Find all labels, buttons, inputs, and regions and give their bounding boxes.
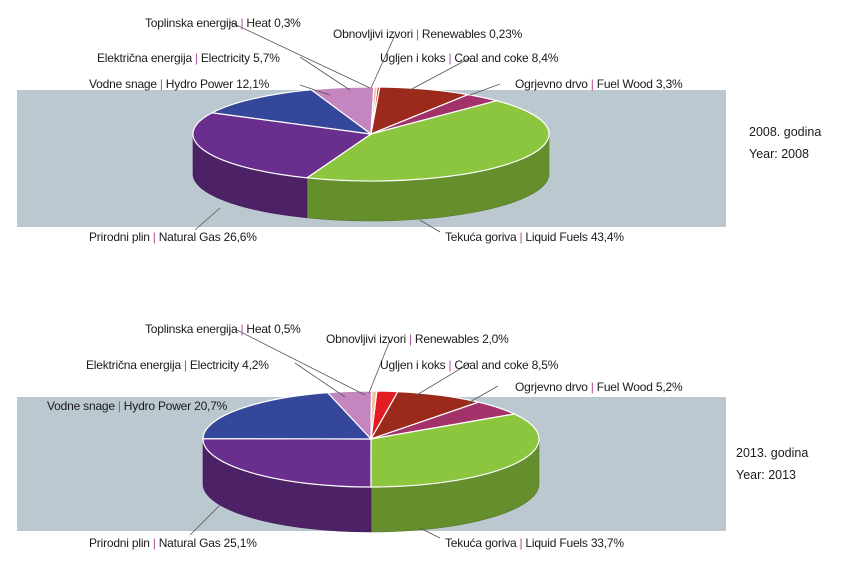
leader-line (368, 339, 391, 394)
pie-slice-heat (370, 86, 378, 135)
leader-line (234, 328, 366, 396)
pie-slice-heat (370, 390, 378, 440)
leader-lines (189, 328, 499, 539)
chart-2013: Toplinska energija | Heat 0,5% Obnovljivi … (0, 283, 842, 566)
leader-line (189, 504, 221, 536)
pie-slice-hydro-power (210, 89, 372, 135)
year-label-hr: 2008. godina (749, 125, 822, 139)
label-renewables: Obnovljivi izvori | Renewables 2,0% (326, 332, 509, 346)
label-heat: Toplinska energija | Heat 0,5% (145, 322, 301, 336)
pie-slice-natural-gas (202, 438, 372, 488)
label-natural-gas: Prirodni plin | Natural Gas 25,1% (89, 536, 257, 550)
label-fuelwood: Ogrjevno drvo | Fuel Wood 5,2% (515, 380, 683, 394)
leader-line (467, 385, 499, 404)
pie-slice-hydro-power (202, 392, 373, 440)
label-coal: Ugljen i koks | Coal and coke 8,5% (380, 358, 559, 372)
pie-slice-liquid-fuels (305, 100, 550, 182)
leader-line (414, 362, 471, 397)
pie-slice-coal-and-coke (369, 391, 481, 441)
label-electricity: Električna energija | Electricity 5,7% (97, 51, 280, 65)
label-liquid-fuels: Tekuća goriva | Liquid Fuels 33,7% (445, 536, 624, 550)
leader-line (299, 84, 331, 96)
leader-line (299, 56, 351, 91)
leader-line (229, 21, 371, 89)
label-natural-gas: Prirodni plin | Natural Gas 26,6% (89, 230, 257, 244)
year-label-2013: 2013. godina Year: 2013 (736, 442, 808, 486)
pie-top (192, 86, 550, 182)
pie-slice-natural-gas (192, 112, 373, 179)
leader-line (294, 362, 346, 398)
leader-line (409, 57, 471, 91)
label-fuelwood: Ogrjevno drvo | Fuel Wood 3,3% (515, 77, 683, 91)
leader-line (370, 34, 396, 89)
label-hydro: Vodne snage | Hydro Power 20,7% (47, 399, 228, 413)
year-label-en: Year: 2008 (749, 147, 810, 161)
leader-line (194, 207, 221, 231)
leader-line (419, 219, 441, 233)
year-label-en: Year: 2013 (736, 468, 797, 482)
label-liquid-fuels: Tekuća goriva | Liquid Fuels 43,4% (445, 230, 624, 244)
pie-slice-liquid-fuels (370, 413, 540, 488)
leader-lines (194, 21, 501, 233)
pie-chart-2013 (189, 328, 540, 539)
pie-top (202, 390, 540, 488)
label-electricity: Električna energija | Electricity 4,2% (86, 358, 269, 372)
chart-2008: Toplinska energija | Heat 0,3% Obnovljivi … (17, 16, 821, 244)
pie-chart-2008 (192, 21, 550, 233)
label-hydro: Vodne snage | Hydro Power 12,1% (89, 77, 270, 91)
leader-line (419, 527, 441, 539)
year-label-2008: 2008. godina Year: 2008 (749, 121, 821, 165)
label-heat: Toplinska energija | Heat 0,3% (145, 16, 301, 30)
year-label-hr: 2013. godina (736, 446, 809, 460)
pie-slice-coal-and-coke (370, 86, 471, 135)
label-coal: Ugljen i koks | Coal and coke 8,4% (380, 51, 559, 65)
label-renewables: Obnovljivi izvori | Renewables 0,23% (333, 27, 523, 41)
leader-line (469, 83, 501, 96)
